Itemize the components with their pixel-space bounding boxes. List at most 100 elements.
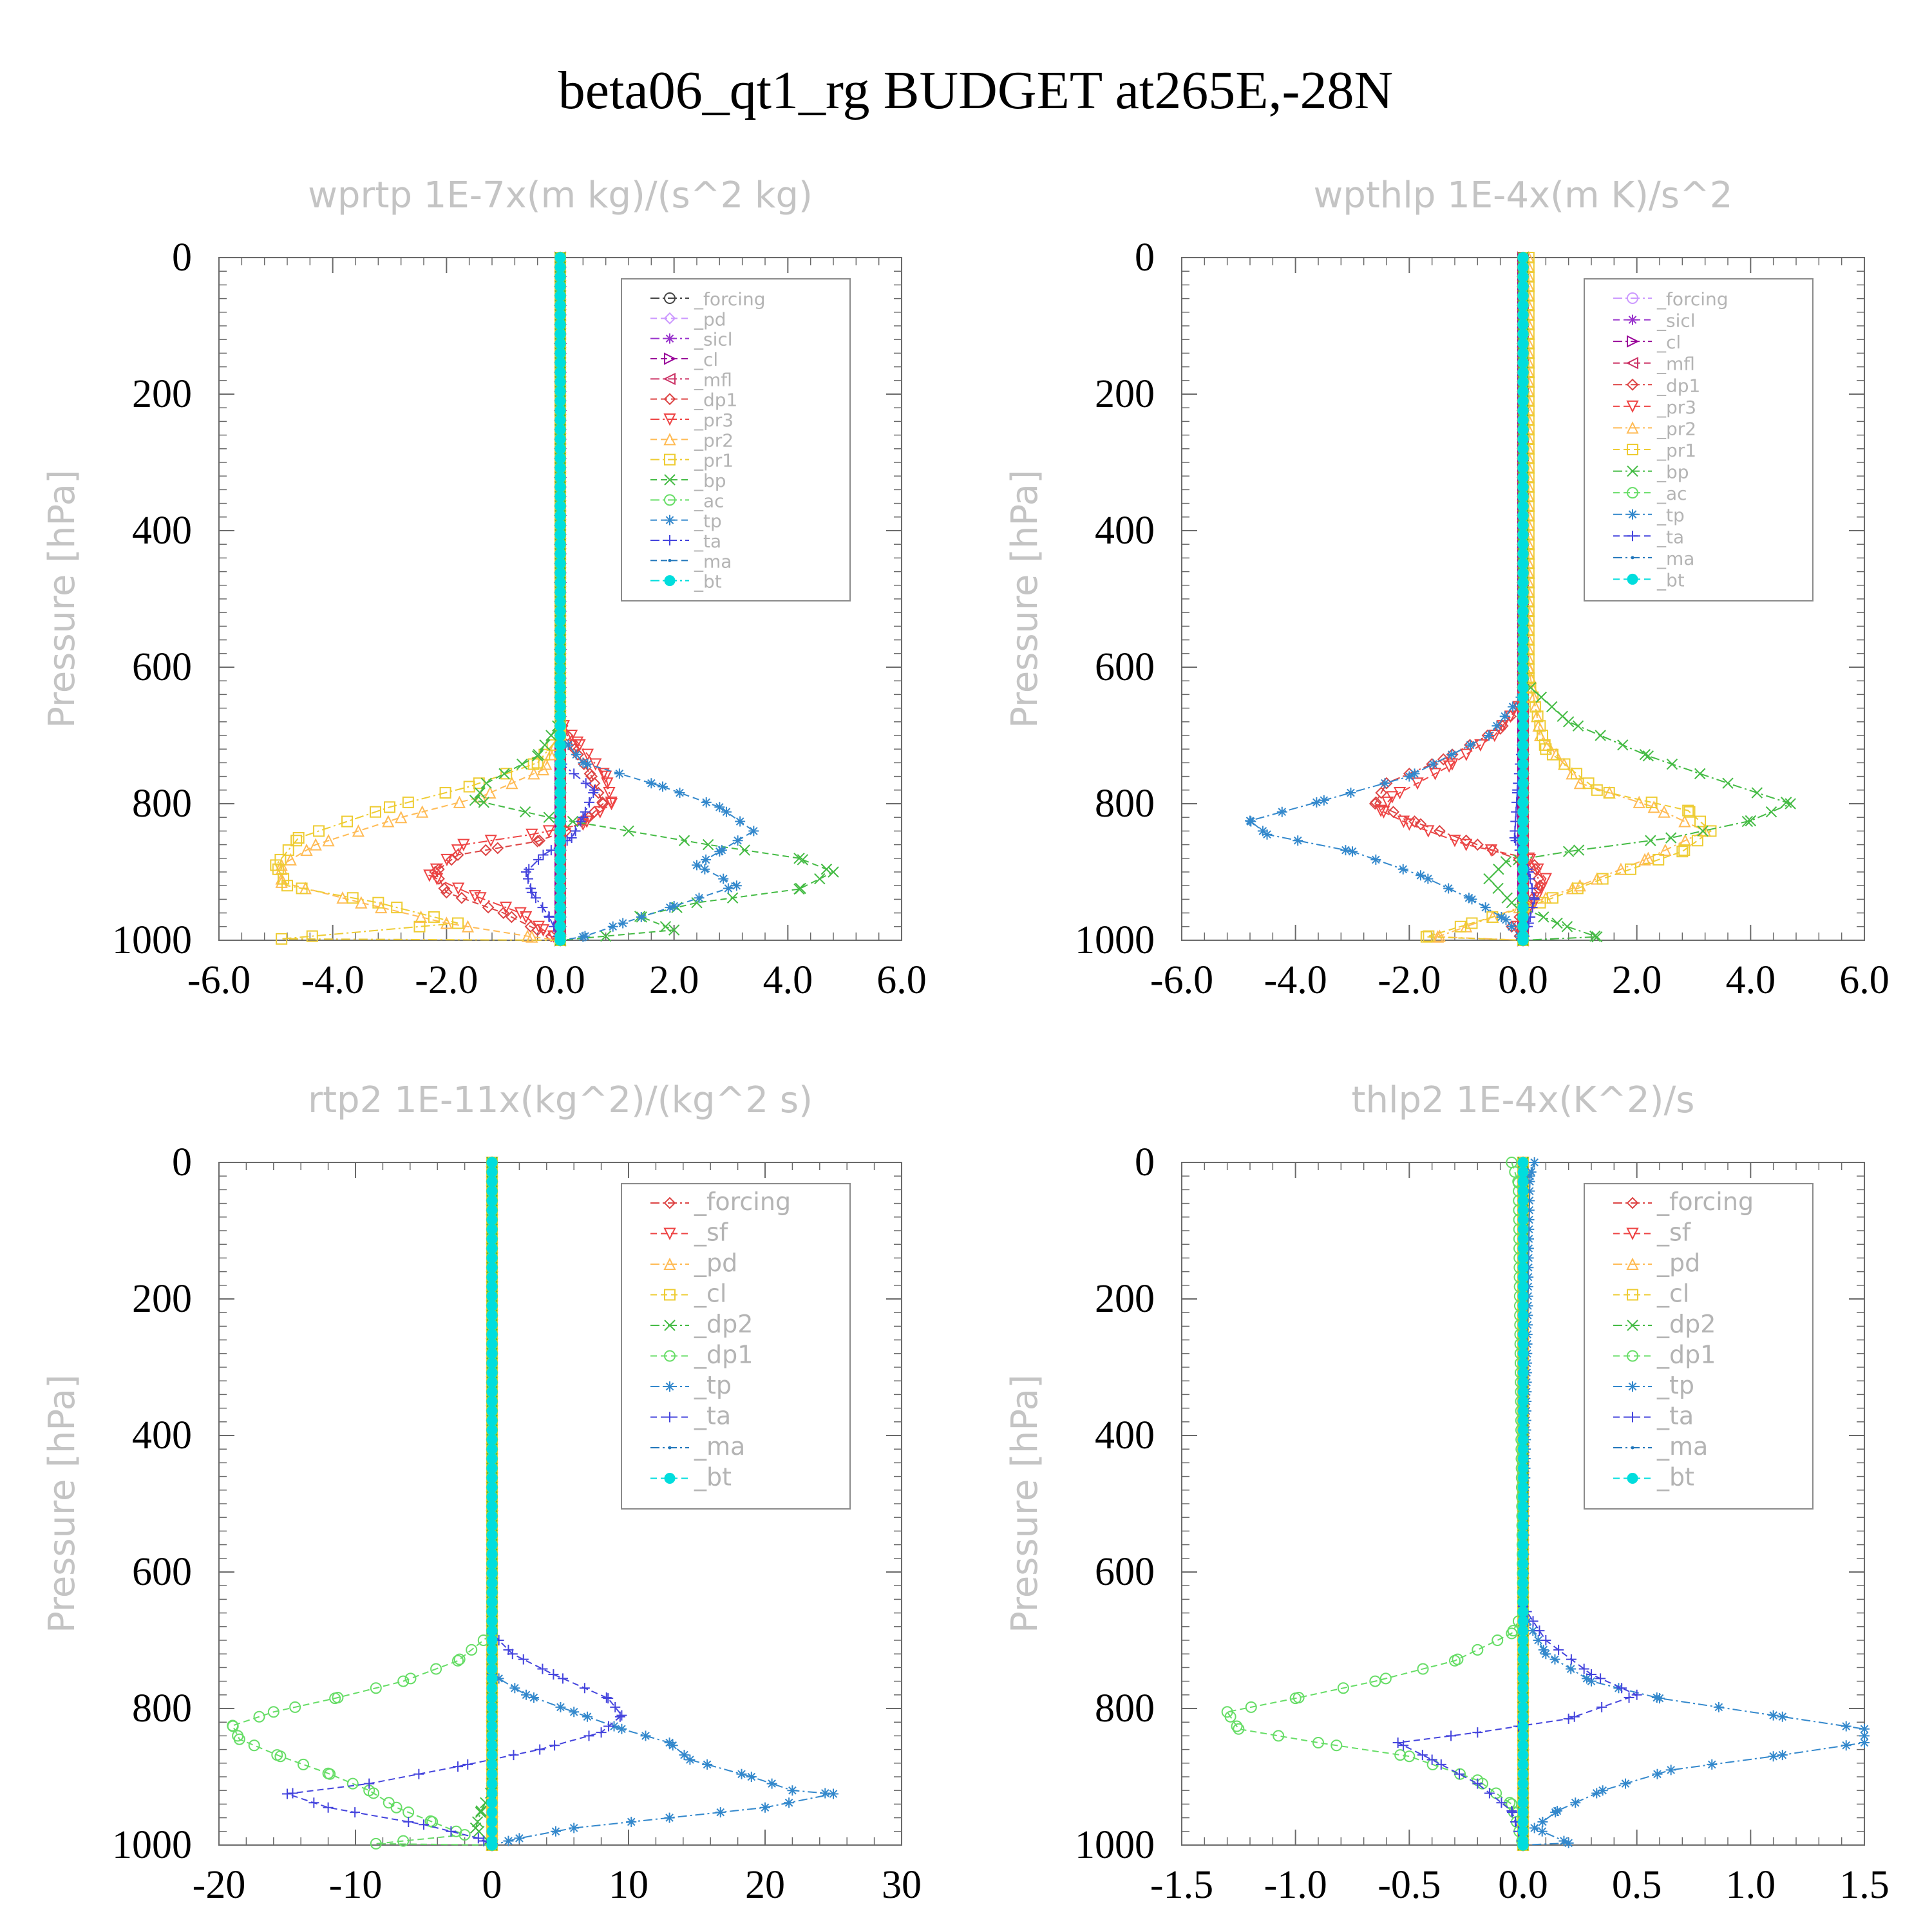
data-point: [554, 934, 566, 946]
data-point: [1466, 894, 1477, 905]
data-point: [554, 299, 566, 311]
data-point: [1620, 1778, 1631, 1789]
data-point: [1526, 1166, 1537, 1177]
data-point: [1524, 1186, 1535, 1197]
data-point: [718, 873, 729, 884]
data-point: [580, 778, 591, 789]
data-point: [1507, 1807, 1518, 1818]
legend-label: _mfl: [694, 369, 732, 390]
legend-marker: [1626, 378, 1639, 391]
chart-panel-3: rtp2 1E-11x(kg^2)/(kg^2 s) Pressure [hPa]…: [41, 1079, 922, 1907]
data-point: [548, 1669, 559, 1680]
data-point: [1517, 1558, 1529, 1569]
data-point: [1558, 1835, 1569, 1846]
data-point: [1517, 634, 1529, 646]
data-point: [1517, 854, 1529, 866]
data-point: [1517, 759, 1529, 770]
data-point: [1581, 1673, 1592, 1684]
x-tick-label: 20: [745, 1863, 785, 1907]
legend-label: _forcing: [694, 289, 766, 310]
data-point: [440, 853, 453, 867]
data-point: [1517, 538, 1529, 550]
data-point: [554, 768, 566, 779]
data-point: [1517, 1749, 1529, 1761]
data-point: [1379, 1672, 1392, 1685]
data-point: [1651, 1692, 1662, 1703]
data-point: [554, 759, 566, 770]
data-point: [486, 1644, 498, 1656]
data-point: [1517, 1252, 1529, 1264]
legend-marker: [664, 1289, 676, 1301]
data-point: [486, 1539, 498, 1551]
data-point: [1403, 818, 1416, 831]
data-point: [336, 891, 349, 904]
legend-item: _bt: [650, 571, 722, 592]
data-point: [726, 892, 739, 904]
data-point: [571, 749, 582, 760]
data-point: [1257, 826, 1268, 837]
legend-item: _forcing: [1613, 289, 1728, 310]
legend-label: _ta: [694, 531, 721, 552]
data-point: [1665, 1765, 1676, 1776]
data-point: [480, 777, 492, 789]
data-point: [1480, 902, 1491, 913]
legend-label: _pr1: [1656, 440, 1696, 461]
data-point: [1517, 1224, 1529, 1235]
data-point: [486, 1530, 498, 1541]
data-point: [287, 1788, 298, 1799]
legend-item: _ta: [1613, 1402, 1694, 1430]
data-point: [736, 1768, 747, 1779]
data-point: [524, 864, 535, 875]
data-point: [554, 453, 566, 464]
data-point: [554, 864, 566, 875]
y-tick-label: 800: [132, 1687, 192, 1730]
data-point: [1460, 748, 1473, 761]
data-point: [486, 1405, 498, 1417]
data-point: [1428, 759, 1439, 770]
data-point: [554, 634, 566, 646]
legend-item: _pr1: [1613, 440, 1696, 461]
data-point: [1517, 749, 1529, 761]
data-point: [545, 730, 557, 741]
data-point: [784, 1797, 795, 1808]
data-point: [1527, 902, 1538, 913]
data-point: [1595, 730, 1606, 741]
legend: _forcing_sicl_cl_mfl_dp1_pr3_pr2_pr1_bp_…: [1584, 278, 1814, 601]
data-point: [486, 1338, 498, 1350]
data-point: [596, 797, 609, 810]
data-point: [1517, 816, 1529, 828]
legend-label: _ac: [1656, 483, 1687, 504]
data-point: [1768, 1710, 1779, 1721]
legend-box: [621, 278, 851, 601]
data-point: [594, 806, 607, 819]
plot-area: [227, 1155, 838, 1852]
legend-label: _dp1: [694, 390, 737, 411]
data-point: [486, 1520, 498, 1531]
data-point: [478, 797, 489, 808]
data-point: [554, 653, 566, 665]
data-point: [1517, 1730, 1529, 1741]
x-tick-label: -2.0: [415, 958, 478, 1002]
data-point: [554, 558, 566, 569]
data-point: [549, 1740, 560, 1751]
data-point: [290, 835, 303, 847]
data-point: [1524, 1205, 1535, 1216]
data-point: [452, 917, 464, 929]
data-point: [1517, 1291, 1529, 1302]
data-point: [1517, 500, 1529, 512]
legend-marker: [664, 352, 677, 365]
data-point: [1517, 921, 1529, 933]
data-point: [1517, 1243, 1529, 1255]
x-tick-label: 4.0: [763, 958, 813, 1002]
data-point: [499, 902, 513, 914]
data-point: [537, 1663, 548, 1674]
legend-item: _pd: [650, 308, 726, 330]
data-point: [413, 920, 426, 933]
data-point: [1517, 1453, 1529, 1464]
data-point: [1472, 1727, 1483, 1738]
data-point: [471, 1816, 484, 1828]
data-point: [1678, 844, 1690, 857]
data-point: [1517, 882, 1529, 894]
data-point: [482, 901, 495, 914]
data-point: [1517, 481, 1529, 493]
